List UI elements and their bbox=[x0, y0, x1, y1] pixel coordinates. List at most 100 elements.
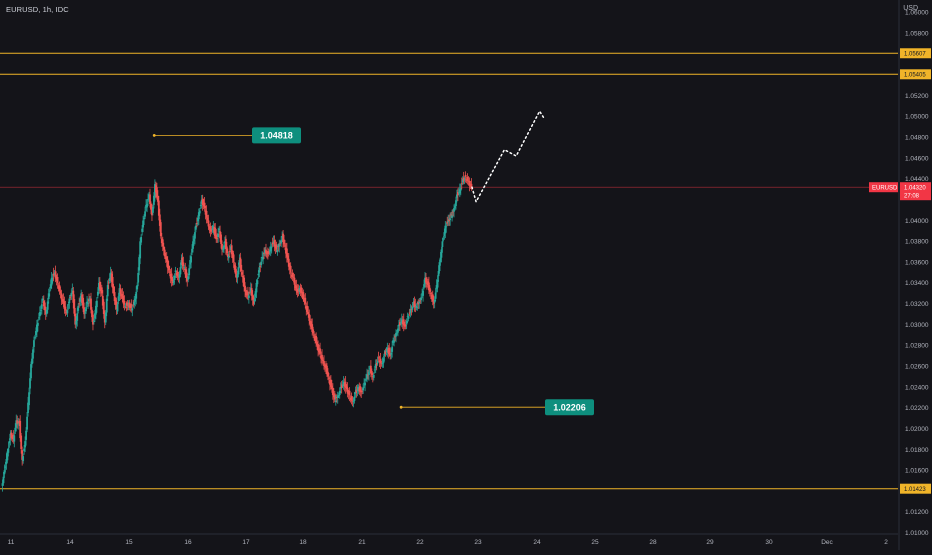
candle-body bbox=[193, 238, 195, 242]
candle-body bbox=[96, 291, 99, 296]
price-tick-label: 1.01600 bbox=[905, 468, 929, 475]
candle-body bbox=[34, 337, 36, 339]
candle-body bbox=[455, 200, 457, 207]
candle-body bbox=[313, 334, 316, 336]
time-tick-label: 28 bbox=[649, 539, 657, 546]
candle-body bbox=[229, 246, 232, 250]
candle-body bbox=[463, 178, 466, 180]
candle-body bbox=[369, 368, 371, 370]
candle-body bbox=[212, 225, 215, 230]
candle-body bbox=[319, 348, 321, 354]
projection-path bbox=[471, 109, 545, 204]
candle-body bbox=[14, 427, 17, 432]
candle-body bbox=[351, 400, 354, 402]
candle-body bbox=[123, 300, 126, 305]
candle-body bbox=[234, 266, 237, 274]
candle-body bbox=[12, 434, 15, 440]
candle-body bbox=[196, 217, 199, 222]
candle-body bbox=[100, 287, 103, 294]
candle-body bbox=[345, 386, 348, 390]
candle-body bbox=[134, 298, 137, 302]
candle-body bbox=[121, 293, 124, 299]
candle-body bbox=[103, 314, 106, 323]
candle-body bbox=[362, 387, 365, 391]
candle-body bbox=[453, 208, 455, 212]
candle-body bbox=[389, 353, 392, 356]
candle-body bbox=[379, 358, 382, 364]
candle-body bbox=[106, 285, 109, 297]
candle-body bbox=[155, 187, 158, 198]
candle-body bbox=[122, 296, 125, 304]
candle-body bbox=[410, 308, 413, 310]
candle-body bbox=[408, 312, 411, 314]
candle-body bbox=[398, 324, 400, 327]
symbol-title[interactable]: EURUSD, 1h, IDC bbox=[6, 5, 69, 14]
candle-body bbox=[279, 243, 282, 245]
candle-body bbox=[392, 340, 395, 343]
price-tick-label: 1.02200 bbox=[905, 405, 929, 412]
candle-body bbox=[312, 329, 315, 334]
current-price-tag-label: 1.04320 bbox=[904, 185, 926, 191]
candle-body bbox=[169, 273, 172, 279]
candle-body bbox=[63, 301, 66, 310]
candle-body bbox=[259, 266, 262, 267]
candle-body bbox=[178, 274, 181, 278]
candle-body bbox=[148, 194, 150, 200]
candle-body bbox=[300, 287, 303, 293]
candle-body bbox=[268, 250, 271, 252]
candle-body bbox=[93, 320, 95, 323]
price-axis[interactable]: 1.06000 1.05800 1.05200 1.05000 1.04800 1.046… bbox=[869, 0, 931, 550]
candle-body bbox=[275, 244, 278, 250]
candle-body bbox=[346, 387, 349, 394]
candle-body bbox=[33, 340, 35, 347]
candle-body bbox=[255, 282, 258, 293]
candle-body bbox=[177, 276, 180, 278]
candle-body bbox=[161, 239, 164, 247]
candle-body bbox=[302, 292, 305, 300]
candle-body bbox=[211, 228, 214, 230]
callout-anchor-dot bbox=[399, 405, 403, 409]
candle-body bbox=[433, 300, 436, 303]
candle-body bbox=[53, 272, 56, 275]
time-tick-label: 21 bbox=[358, 539, 366, 546]
candle-body bbox=[426, 282, 428, 284]
candle-body bbox=[301, 291, 304, 294]
candle-body bbox=[104, 312, 107, 323]
candle-body bbox=[47, 293, 50, 300]
price-tick-label: 1.03200 bbox=[905, 301, 929, 308]
candle-body bbox=[79, 298, 82, 302]
candle-body bbox=[11, 436, 14, 439]
candle-body bbox=[166, 259, 169, 269]
candle-body bbox=[353, 396, 356, 401]
candle-body bbox=[107, 282, 110, 284]
price-tick-label: 1.02800 bbox=[905, 343, 929, 350]
candle-body bbox=[264, 249, 266, 254]
candle-body bbox=[418, 301, 421, 304]
time-tick-label: Dec bbox=[821, 539, 833, 546]
candle-body bbox=[119, 288, 122, 295]
candle-body bbox=[206, 217, 209, 221]
candle-body bbox=[443, 232, 446, 237]
candle-body bbox=[432, 300, 435, 304]
price-tick-label: 1.06000 bbox=[905, 10, 929, 17]
time-axis[interactable]: 11 14 15 16 17 18 21 22 23 24 25 28 29 30 Dec 2 bbox=[0, 533, 898, 546]
candle-body bbox=[391, 346, 394, 352]
candle-body bbox=[358, 388, 361, 392]
candle-body bbox=[115, 301, 118, 309]
candle-body bbox=[170, 273, 173, 281]
candle-body bbox=[143, 217, 145, 220]
candle-body bbox=[290, 275, 293, 277]
candle-body bbox=[429, 293, 432, 294]
price-tick-label: 1.02600 bbox=[905, 364, 929, 371]
candle-body bbox=[417, 301, 420, 305]
candle-body bbox=[440, 249, 443, 258]
candle-body bbox=[66, 310, 69, 314]
candle-body bbox=[310, 321, 313, 327]
candle-body bbox=[306, 305, 309, 312]
time-tick-label: 29 bbox=[706, 539, 714, 546]
candle-body bbox=[375, 362, 378, 365]
candle-body bbox=[217, 233, 220, 238]
candle-body bbox=[130, 304, 133, 308]
